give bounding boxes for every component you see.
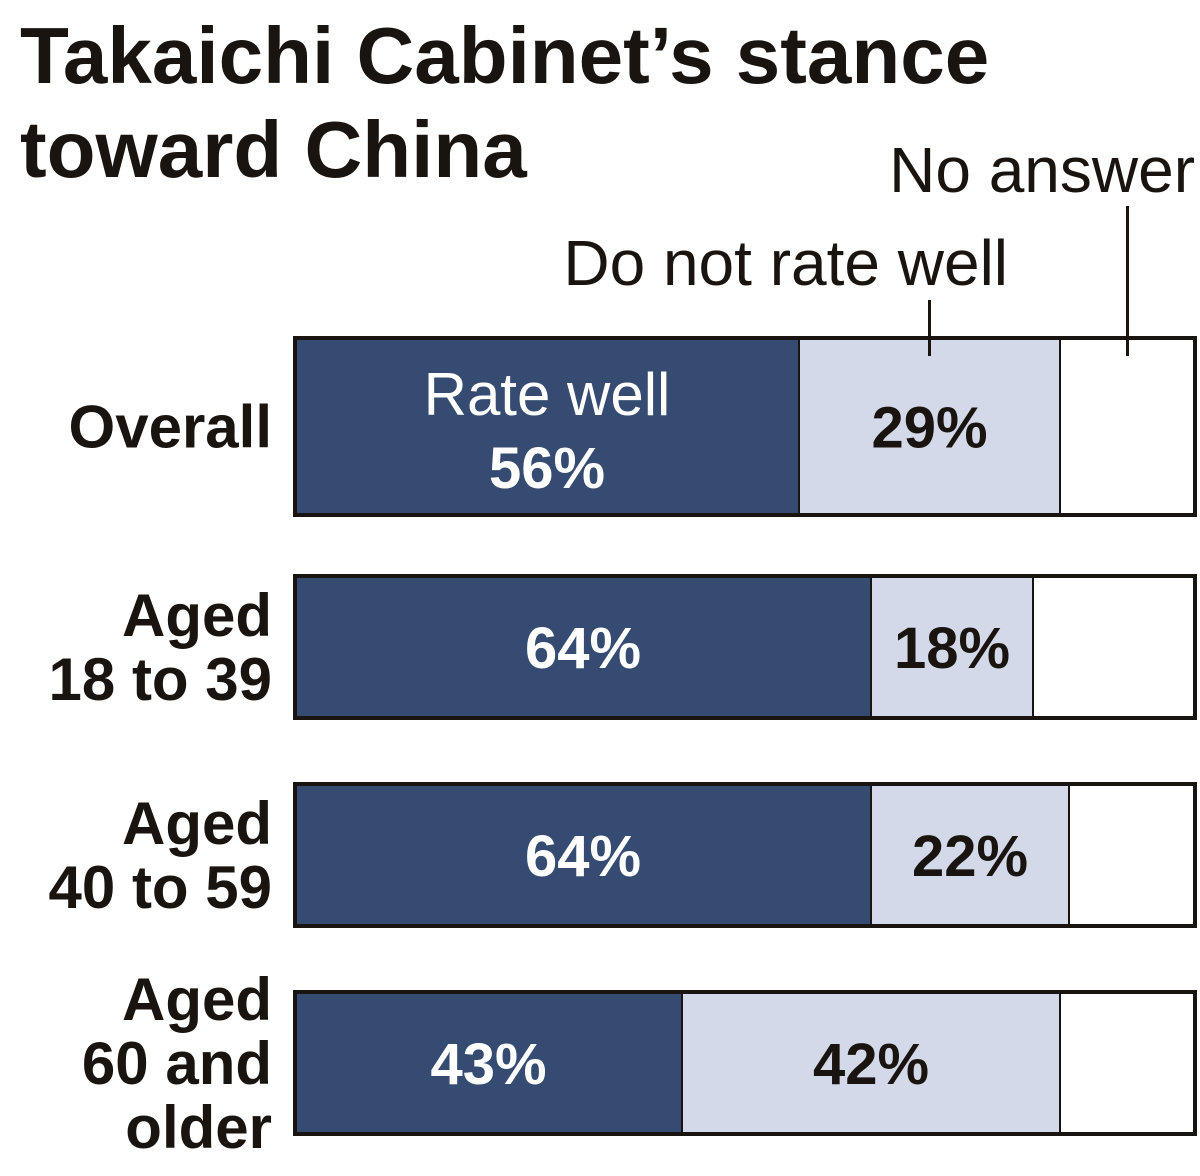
data-label: 64% [525,616,641,681]
data-label: 43% [430,1032,546,1097]
data-label: 18% [894,616,1010,681]
bar-segment [799,338,1060,515]
legend-no-answer: No answer [889,134,1195,206]
chart-title-line-1: Takaichi Cabinet’s stance [20,11,989,100]
data-label: 29% [871,396,987,461]
bar-segment [871,784,1069,926]
category-label: 18 to 39 [49,646,272,713]
series-label-rate-well: Rate well [424,361,671,428]
bar-segment [1033,576,1195,718]
bar-outline [293,574,1197,720]
category-label: Aged [122,966,272,1033]
category-label: older [125,1094,272,1161]
category-label: 60 and [82,1030,272,1097]
bar-segment [682,992,1060,1134]
bar-segment [1060,992,1195,1134]
category-label: Overall [69,394,272,461]
data-label: 42% [813,1032,929,1097]
bar-outline [293,990,1197,1136]
chart-title-line-2: toward China [20,105,527,194]
bar-segment [295,784,871,926]
bar-segment [1069,784,1195,926]
data-label: 56% [489,436,605,501]
category-label: Aged [122,582,272,649]
bar-outline [293,782,1197,928]
category-label: Aged [122,790,272,857]
bar-segment [871,576,1033,718]
data-label: 22% [912,824,1028,889]
bar-segment [295,576,871,718]
legend-do-not-rate-well: Do not rate well [563,227,1008,299]
bar-segment [295,992,682,1134]
bar-segment [295,338,799,515]
bar-outline [293,336,1197,517]
category-label: 40 to 59 [49,854,272,921]
data-label: 64% [525,824,641,889]
bar-segment [1060,338,1195,515]
